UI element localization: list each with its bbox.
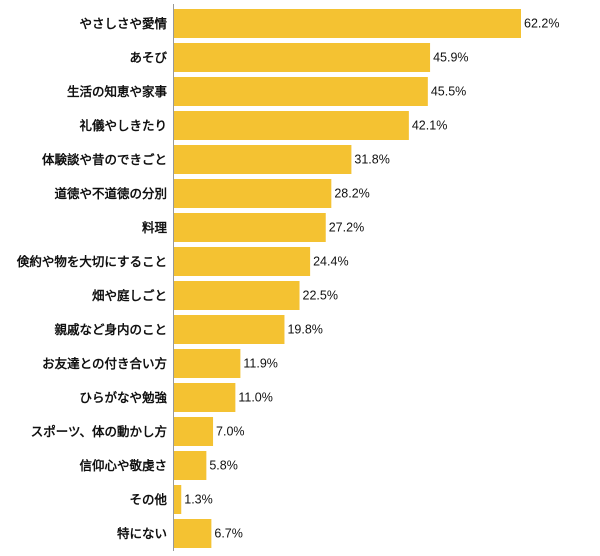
category-label-11: ひらがなや勉強 — [79, 390, 167, 405]
bar-2 — [174, 77, 428, 106]
category-label-1: あそび — [129, 50, 167, 65]
value-label-10: 11.9% — [243, 357, 278, 371]
category-label-3: 礼儀やしきたり — [79, 118, 167, 133]
category-label-9: 親戚など身内のこと — [54, 322, 167, 337]
category-label-10: お友達との付き合い方 — [42, 356, 167, 371]
category-labels: やさしさや愛情あそび生活の知恵や家事礼儀やしきたり体験談や昔のできごと道徳や不道… — [16, 16, 168, 541]
value-label-7: 24.4% — [313, 255, 348, 269]
category-label-4: 体験談や昔のできごと — [42, 152, 167, 167]
value-label-4: 31.8% — [354, 153, 389, 167]
category-label-2: 生活の知恵や家事 — [67, 84, 168, 99]
bar-0 — [174, 9, 521, 38]
category-label-0: やさしさや愛情 — [79, 16, 167, 31]
bar-15 — [174, 519, 212, 548]
value-label-15: 6.7% — [214, 527, 243, 541]
category-label-6: 料理 — [142, 220, 168, 235]
bar-group — [174, 9, 521, 548]
bar-10 — [174, 349, 241, 378]
bar-5 — [174, 179, 332, 208]
category-label-14: その他 — [129, 492, 167, 507]
value-label-2: 45.5% — [431, 85, 466, 99]
category-label-8: 畑や庭しごと — [92, 288, 167, 303]
category-label-5: 道徳や不道徳の分別 — [54, 186, 167, 201]
value-label-0: 62.2% — [524, 17, 559, 31]
value-label-12: 7.0% — [216, 425, 245, 439]
value-label-9: 19.8% — [287, 323, 322, 337]
value-labels: 62.2% 45.9% 45.5% 42.1% 31.8% 28.2% 27.2% 24.4%… — [184, 17, 559, 541]
bar-7 — [174, 247, 311, 276]
bar-6 — [174, 213, 326, 242]
bar-11 — [174, 383, 236, 412]
category-label-15: 特にない — [117, 526, 167, 541]
value-label-14: 1.3% — [184, 493, 213, 507]
bar-9 — [174, 315, 285, 344]
category-label-12: スポーツ、体の動かし方 — [31, 424, 167, 439]
bar-13 — [174, 451, 207, 480]
value-label-8: 22.5% — [303, 289, 338, 303]
value-label-5: 28.2% — [334, 187, 369, 201]
value-label-13: 5.8% — [209, 459, 238, 473]
category-label-7: 倹約や物を大切にすること — [16, 254, 167, 269]
bar-8 — [174, 281, 300, 310]
bar-1 — [174, 43, 431, 72]
category-label-13: 信仰心や敬虔さ — [79, 458, 167, 473]
value-label-11: 11.0% — [238, 391, 273, 405]
value-label-3: 42.1% — [412, 119, 447, 133]
bar-12 — [174, 417, 214, 446]
value-label-6: 27.2% — [329, 221, 364, 235]
bar-3 — [174, 111, 409, 140]
bar-4 — [174, 145, 352, 174]
value-label-1: 45.9% — [433, 51, 468, 65]
bar-14 — [174, 485, 182, 514]
